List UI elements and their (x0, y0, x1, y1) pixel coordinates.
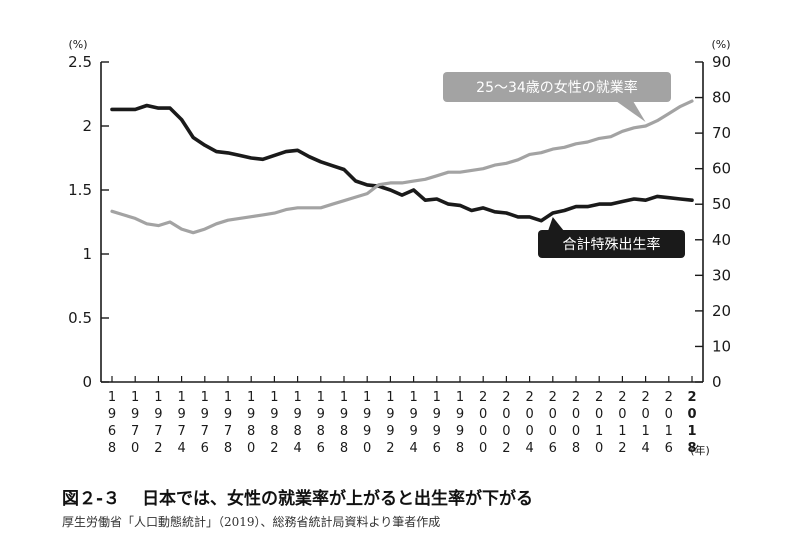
left-tick-label: 1.5 (68, 181, 92, 199)
right-tick-label: 70 (712, 124, 731, 142)
left-axis-unit: (%) (68, 38, 87, 51)
callout-box-fertility (538, 230, 685, 258)
right-tick-label: 60 (712, 160, 731, 178)
plot-area (100, 62, 704, 383)
figure-source: 厚生労働省「人口動態統計」（2019）、総務省統計局資料より筆者作成 (62, 515, 441, 529)
left-tick-label: 2 (82, 117, 92, 135)
series-line-female-employment (110, 99, 694, 235)
right-axis-unit: (%) (711, 38, 730, 51)
figure-title: 日本では、女性の就業率が上がると出生率が下がる (142, 489, 534, 509)
series-line-fertility-rate (110, 103, 694, 223)
right-tick-label: 30 (712, 266, 731, 284)
x-axis: 1 9 6 8 1 9 7 0 1 9 7 2 1 9 7 4 1 9 7 6 1 9 7 8 1 9 8 0 1 9 8 2 1 9 8 4 1 9 8 6… (108, 376, 697, 456)
callout-box-employment (443, 72, 671, 102)
callout-label-fertility: 合計特殊出生率 (563, 236, 661, 253)
left-axis: 0 0.5 1 1.5 2 2.5 (68, 53, 109, 391)
left-tick-label: 0 (82, 373, 92, 391)
figure-number: 図２-３ (62, 489, 121, 509)
left-tick-label: 0.5 (68, 309, 92, 327)
right-tick-label: 40 (712, 231, 731, 249)
callout-label-employment: 25〜34歳の女性の就業率 (476, 79, 638, 96)
right-tick-label: 90 (712, 53, 731, 71)
figure-caption: 図２-３ 日本では、女性の就業率が上がると出生率が下がる (62, 484, 533, 509)
callout-pointer-employment (616, 101, 646, 122)
x-axis-unit: (年) (690, 443, 710, 457)
callout-pointer-fertility (548, 217, 564, 231)
right-tick-label: 80 (712, 89, 731, 107)
left-tick-label: 2.5 (68, 53, 92, 71)
right-tick-label: 10 (712, 337, 731, 355)
series-lines (110, 99, 694, 235)
right-tick-label: 50 (712, 195, 731, 213)
right-tick-label: 0 (712, 373, 722, 391)
right-axis: 0 10 20 30 40 50 60 70 80 90 (695, 53, 731, 391)
left-tick-label: 1 (82, 245, 92, 263)
right-tick-label: 20 (712, 302, 731, 320)
